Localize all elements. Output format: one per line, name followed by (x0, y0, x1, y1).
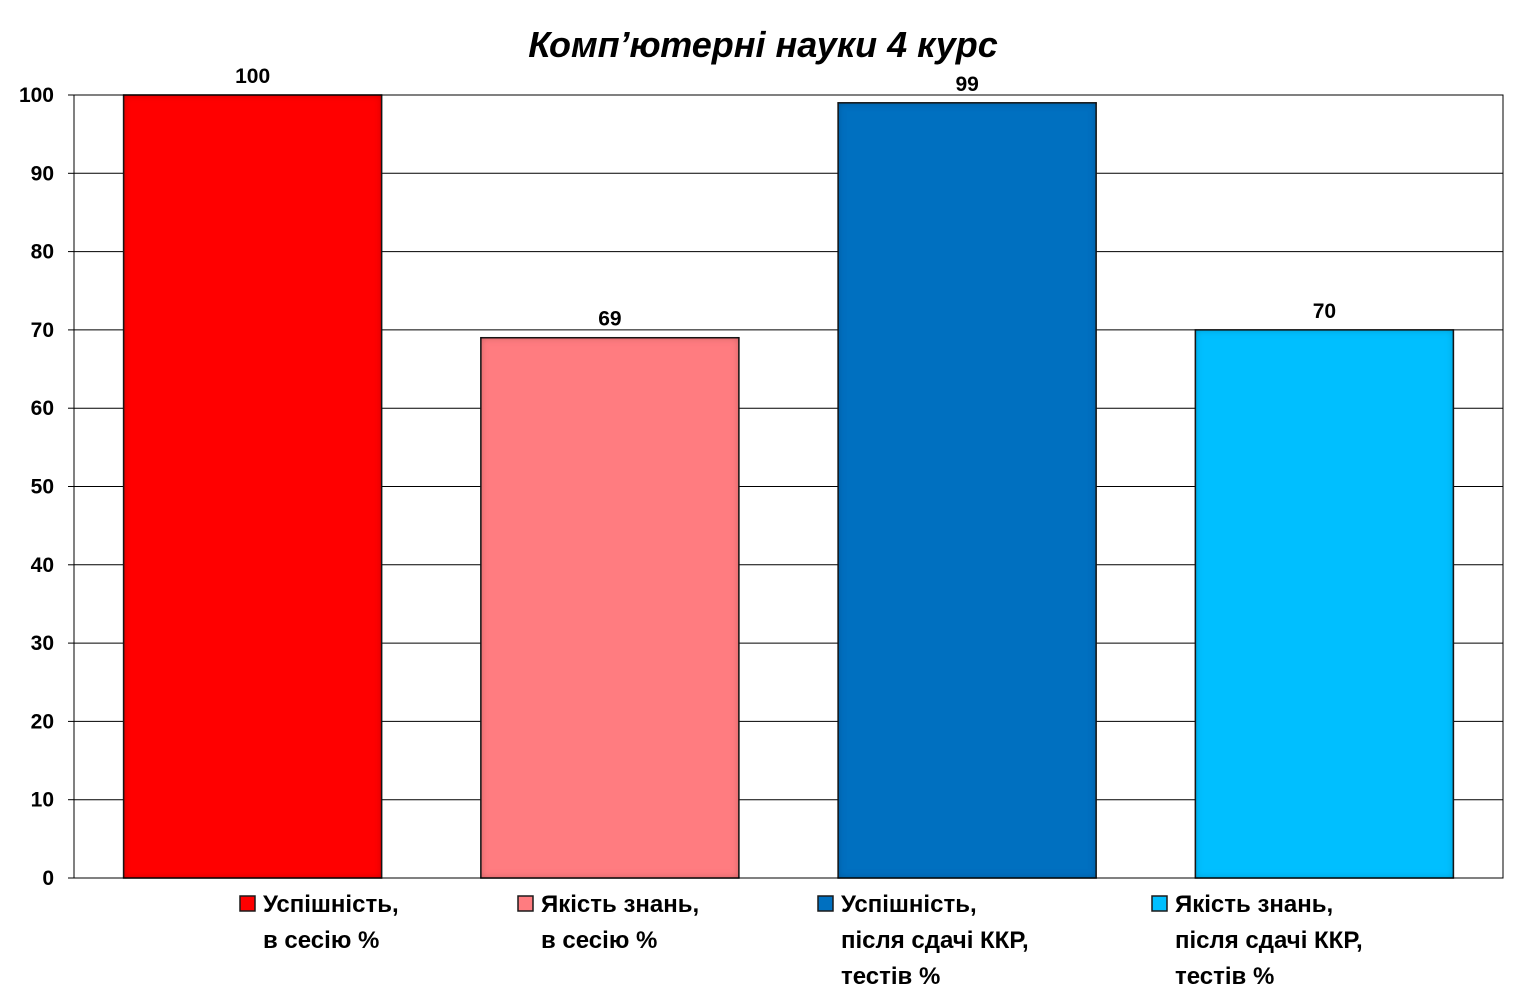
y-tick-label: 40 (31, 554, 54, 577)
y-tick-label: 30 (31, 632, 54, 655)
legend-label: тестів % (841, 963, 940, 990)
legend-label: Якість знань, (1175, 891, 1333, 918)
y-tick-label: 50 (31, 476, 54, 499)
legend-item: Успішність, після сдачі ККР, тестів % (817, 891, 1029, 990)
bar (1194, 329, 1455, 879)
y-tick-label: 60 (31, 397, 54, 420)
bar (122, 94, 383, 879)
y-tick-label: 70 (31, 319, 54, 342)
legend-swatch (1151, 895, 1168, 912)
y-axis-ticks: 0 10 20 30 40 50 60 70 80 90 100 (19, 84, 74, 890)
legend-label: Успішність, (841, 891, 977, 918)
bar (837, 102, 1097, 879)
legend-label: в сесію % (541, 927, 657, 954)
legend-label: після сдачі ККР, (841, 927, 1029, 954)
bars (122, 94, 1455, 879)
legend-label: Якість знань, (541, 891, 699, 918)
y-tick-label: 80 (31, 241, 54, 264)
data-label: 70 (1313, 300, 1336, 323)
data-label: 99 (955, 73, 978, 96)
legend-swatch (239, 895, 256, 912)
data-labels: 100 69 99 70 (235, 65, 1336, 331)
legend-item: Якість знань, після сдачі ККР, тестів % (1151, 891, 1363, 990)
legend-swatch (517, 895, 534, 912)
data-label: 69 (598, 308, 621, 331)
y-tick-label: 0 (42, 867, 54, 890)
chart-title: Комп’ютерні науки 4 курс (528, 24, 998, 65)
legend-item: Якість знань, в сесію % (517, 891, 699, 954)
y-tick-label: 10 (31, 789, 54, 812)
legend: Успішність, в сесію % Якість знань, в сесію… (239, 891, 1363, 990)
plot-area-border (73, 94, 1504, 879)
legend-label: після сдачі ККР, (1175, 927, 1363, 954)
data-label: 100 (235, 65, 270, 88)
bar (480, 336, 740, 879)
legend-item: Успішність, в сесію % (239, 891, 399, 954)
y-tick-label: 90 (31, 162, 54, 185)
y-tick-label: 20 (31, 710, 54, 733)
y-tick-label: 100 (19, 84, 54, 107)
legend-label: Успішність, (263, 891, 399, 918)
legend-swatch (817, 895, 834, 912)
legend-label: тестів % (1175, 963, 1274, 990)
legend-label: в сесію % (263, 927, 379, 954)
